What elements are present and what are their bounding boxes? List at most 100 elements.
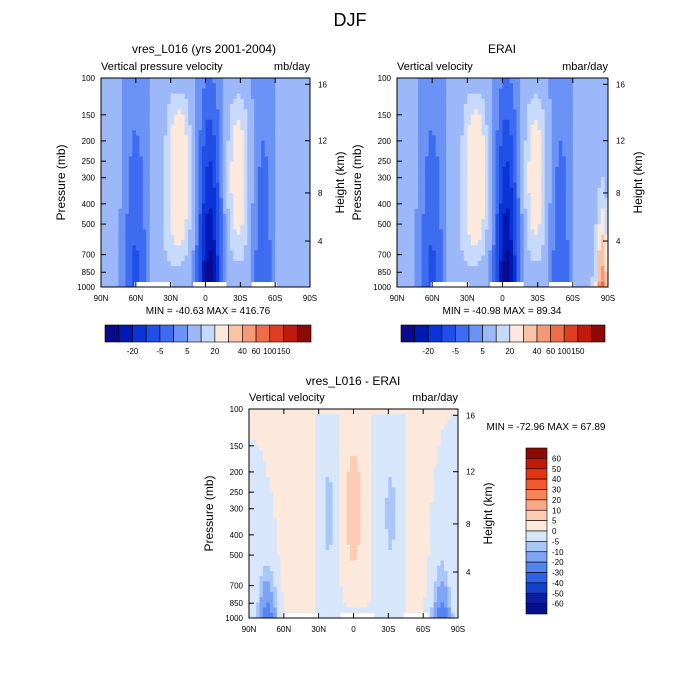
field-cell [488, 83, 493, 89]
field-cell [240, 250, 245, 257]
field-cell [135, 208, 140, 215]
field-cell [149, 234, 154, 241]
field-cell [593, 177, 598, 183]
field-cell [467, 166, 472, 173]
field-cell [579, 187, 584, 194]
field-cell [506, 229, 510, 236]
field-cell [268, 156, 273, 163]
field-cell [491, 104, 496, 110]
field-cell [586, 109, 591, 115]
field-cell [439, 172, 444, 178]
field-cell [562, 78, 567, 84]
field-cell [135, 266, 140, 272]
field-cell [583, 260, 588, 267]
colorbar-box [523, 324, 538, 343]
colorbar-box [536, 324, 551, 343]
field-cell [215, 245, 220, 251]
field-cell [555, 104, 560, 110]
field-cell [555, 260, 560, 267]
field-cell [537, 83, 542, 89]
field-cell [467, 234, 472, 241]
field-cell [523, 114, 528, 121]
field-cell [506, 104, 510, 110]
field-cell [107, 281, 112, 288]
field-cell [139, 140, 144, 147]
field-cell [411, 208, 415, 215]
field-cell [593, 140, 598, 147]
field-cell [558, 219, 563, 225]
field-cell [435, 166, 440, 173]
field-cell [495, 88, 500, 95]
field-cell [565, 104, 570, 110]
field-cell [404, 281, 408, 288]
field-cell [467, 88, 472, 95]
field-cell [516, 245, 521, 251]
field-cell [163, 151, 168, 157]
field-cell [285, 271, 290, 277]
field-cell [534, 114, 539, 121]
field-cell [261, 213, 266, 220]
field-cell [541, 83, 546, 89]
field-cell [579, 151, 584, 157]
field-cell [268, 276, 273, 283]
field-cell [530, 78, 535, 84]
field-cell [516, 98, 521, 105]
field-cell [188, 88, 192, 95]
field-cell [121, 266, 126, 272]
field-cell [233, 229, 238, 236]
field-cell [167, 145, 172, 152]
field-cell [555, 234, 560, 241]
field-cell [240, 172, 245, 178]
field-cell [111, 135, 116, 142]
field-cell [139, 192, 144, 199]
field-cell [453, 229, 458, 236]
field-cell [498, 271, 503, 277]
field-cell [222, 109, 227, 115]
field-cell [226, 83, 231, 89]
field-cell [590, 234, 595, 241]
field-cell [170, 177, 175, 183]
field-cell [282, 93, 287, 100]
field-cell [544, 98, 549, 105]
field-cell [212, 219, 217, 225]
field-cell [484, 224, 489, 230]
field-cell [435, 245, 440, 251]
field-cell [527, 208, 532, 215]
field-cell [226, 239, 231, 246]
field-cell [600, 239, 605, 246]
field-cell [208, 208, 213, 215]
field-cell [257, 239, 262, 246]
field-cell [202, 271, 206, 277]
field-cell [597, 224, 602, 230]
field-cell [188, 130, 192, 136]
field-cell [146, 145, 151, 152]
field-cell [236, 213, 241, 220]
field-cell [541, 224, 546, 230]
field-cell [191, 161, 196, 168]
field-cell [421, 135, 426, 142]
field-cell [160, 239, 165, 246]
field-cell [439, 135, 444, 142]
field-cell [583, 276, 588, 283]
field-cell [414, 166, 419, 173]
field-cell [470, 219, 475, 225]
field-cell [264, 182, 269, 189]
x-tick-label: 90S [601, 294, 615, 303]
field-cell [481, 93, 486, 100]
field-cell [139, 114, 144, 121]
field-cell [576, 271, 581, 277]
field-cell [188, 224, 192, 230]
field-cell [541, 156, 546, 163]
field-cell [107, 224, 112, 230]
field-cell [572, 208, 577, 215]
field-cell [421, 260, 426, 267]
field-cell [442, 93, 447, 100]
field-cell [125, 104, 130, 110]
field-cell [569, 145, 574, 152]
field-cell [453, 93, 458, 100]
field-cell [470, 271, 475, 277]
field-cell [569, 276, 574, 283]
field-cell [474, 229, 479, 236]
field-cell [104, 208, 109, 215]
field-cell [597, 156, 602, 163]
